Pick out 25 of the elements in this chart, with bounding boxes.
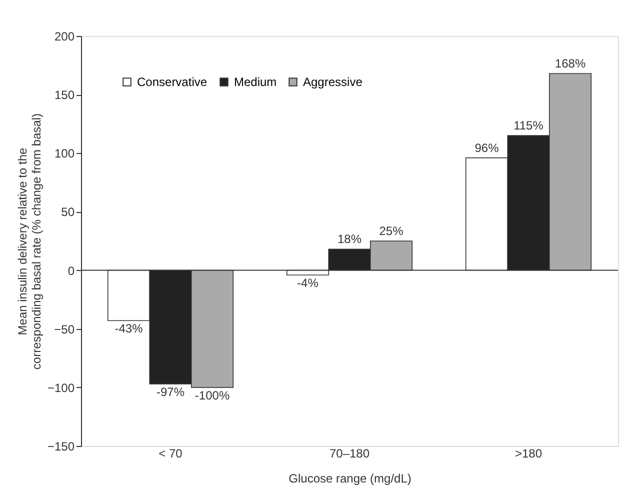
data-label: -100%: [194, 388, 230, 402]
data-label: 168%: [554, 56, 586, 70]
y-tick-label: 100: [54, 146, 75, 161]
x-axis-title: Glucose range (mg/dL): [288, 472, 412, 486]
x-tick-label: 70–180: [329, 446, 370, 460]
data-label: -97%: [156, 384, 185, 399]
legend-label: Aggressive: [303, 75, 363, 89]
y-tick-label: 0: [68, 264, 75, 278]
x-tick-label: >180: [514, 446, 542, 460]
data-label: 96%: [474, 140, 500, 155]
data-label: 18%: [337, 232, 362, 246]
y-tick-label: −100: [47, 380, 75, 395]
x-tick-label: < 70: [158, 446, 183, 460]
data-label: 115%: [514, 118, 544, 133]
y-tick-label: −50: [54, 322, 75, 336]
y-tick-label: −150: [47, 440, 75, 454]
y-tick-label: 150: [54, 88, 75, 102]
data-label: 25%: [379, 224, 404, 238]
y-tick-label: 50: [61, 205, 75, 220]
legend-label: Conservative: [137, 75, 208, 89]
legend-label: Medium: [234, 75, 277, 89]
data-label: -4%: [297, 276, 319, 290]
y-axis-title: Mean insulin delivery relative to the corresponding basal rate (% change from basal): [15, 113, 44, 370]
y-tick-label: 200: [54, 30, 75, 44]
data-label: -43%: [114, 322, 144, 336]
